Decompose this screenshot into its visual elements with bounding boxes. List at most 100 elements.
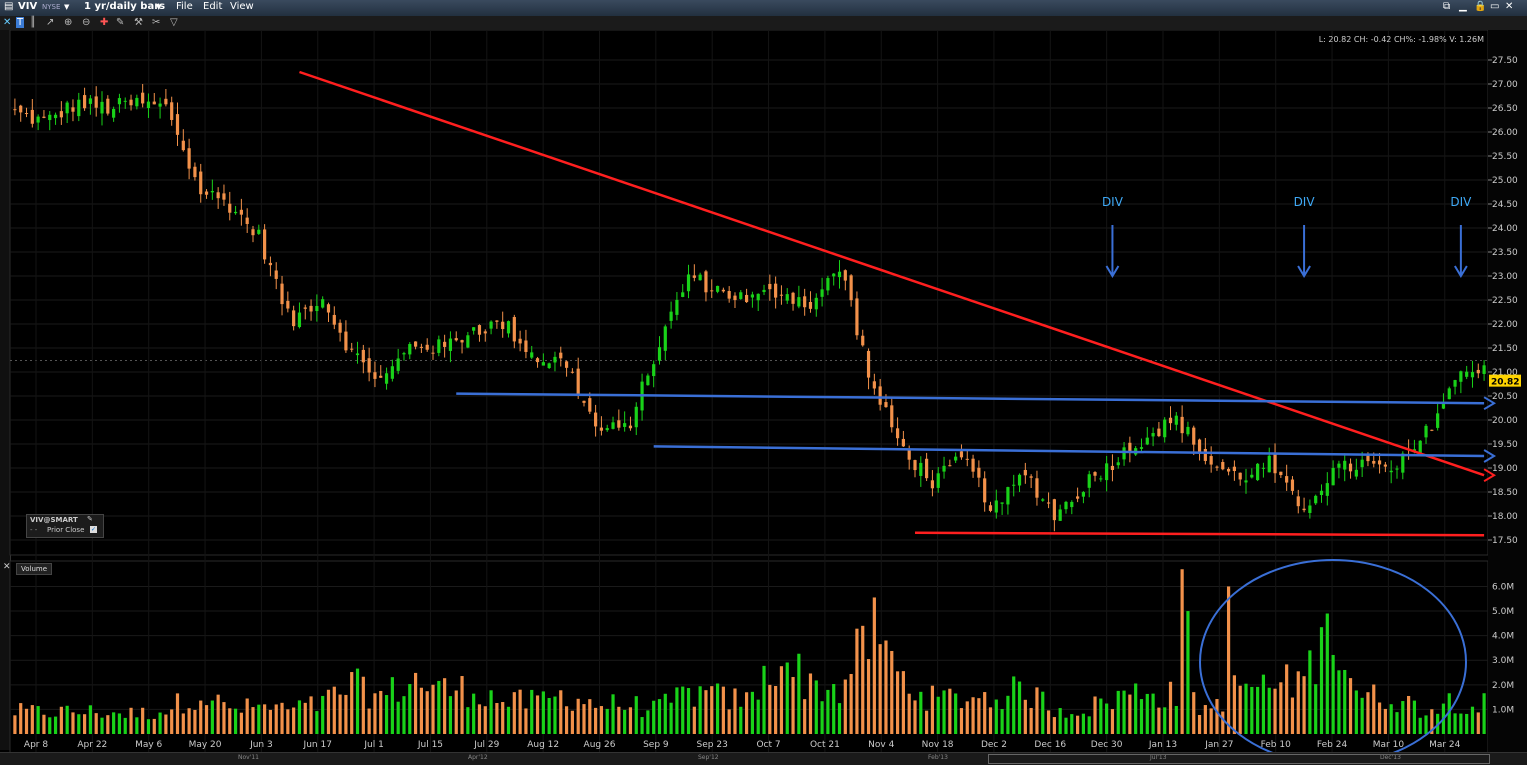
volume-bar [489,690,493,734]
volume-bar [1226,586,1231,734]
candle-body [576,368,580,396]
maximize-icon[interactable]: ▭ [1490,1,1500,12]
candle-body [959,451,964,458]
line-tool-icon[interactable]: ↗ [46,17,55,28]
volume-bar [483,706,487,734]
cursor-icon[interactable]: ✕ [3,17,12,28]
volume-bar [669,702,673,734]
candle-body [698,274,702,281]
candle-body [1052,499,1056,521]
candle-body [251,229,255,236]
candle-body [239,209,243,215]
volume-bar [1407,695,1411,734]
candle-body [907,449,911,460]
bars-icon[interactable]: ║ [30,17,37,28]
lock-icon[interactable]: 🔒 [1474,1,1487,12]
candle-body [611,422,615,429]
minimize-icon[interactable]: ▁ [1459,1,1467,12]
volume-bar [437,680,441,734]
volume-bar [890,650,894,734]
overview-scrollbar[interactable]: Nov'11 Apr'12 Sep'12 Feb'13 Jul'13 Dec'1… [0,752,1527,765]
volume-bar [222,702,226,734]
trendline-upper-support[interactable] [456,392,1485,405]
candle-body [437,339,441,353]
overview-window-handle[interactable] [988,754,1490,764]
menu-file[interactable]: File [176,1,193,12]
volume-axis-label: 1.0M [1492,705,1514,715]
candle-body [1337,463,1341,468]
zoom-in-icon[interactable]: ⊕ [64,17,73,28]
candle-body [228,203,232,213]
price-axis-label: 21.50 [1492,344,1518,354]
volume-bar [396,701,400,734]
candle-body [367,358,371,373]
candle-body [48,114,52,121]
candle-body [1035,478,1039,498]
menu-edit[interactable]: Edit [203,1,223,12]
chart-type-icon[interactable]: T [16,17,25,28]
price-axis-label: 25.00 [1492,176,1518,186]
close-panel-icon[interactable]: ✕ [3,562,11,572]
crosshair-icon[interactable]: ✚ [100,17,109,28]
volume-bar [152,718,156,734]
prior-close-checkbox[interactable]: ✓ [90,526,97,533]
symbol-dropdown-icon[interactable]: ▼ [64,3,70,11]
overview-label: Apr'12 [468,754,488,761]
volume-bar [1302,676,1306,734]
candle-body [257,229,261,234]
trendline-lower-support[interactable] [653,445,1485,458]
volume-bar [355,668,360,734]
volume-bar [1412,700,1417,734]
volume-bar [175,693,180,734]
candle-body [762,289,766,293]
volume-bar [564,706,569,734]
chart-area[interactable]: DIV DIV DIV 27.50 27.00 26.50 26.00 25.50 25.00… [0,30,1527,752]
menu-view[interactable]: View [230,1,254,12]
chart-legend[interactable]: VIV@SMART ✎ - - Prior Close ✓ [26,514,104,538]
volume-bar [187,708,191,734]
toolbar-dropdown-icon[interactable]: ▽ [170,17,178,28]
legend-settings-icon[interactable]: ✎ [87,515,93,523]
volume-bar [181,713,185,734]
symbol-label[interactable]: VIV [18,1,38,12]
overview-label: Feb'13 [928,754,948,761]
volume-bar [1465,713,1469,734]
volume-bar [1041,691,1045,734]
period-selector[interactable]: 1 yr/daily bars [84,1,166,12]
date-axis-label: Dec 2 [981,740,1007,750]
link-icon[interactable]: ⧉ [1443,1,1451,12]
price-axis-label: 18.50 [1492,488,1518,498]
volume-bar [611,694,615,734]
volume-bar [1238,685,1242,734]
trendline-bottom-support[interactable] [914,531,1485,537]
candle-body [1151,433,1155,437]
volume-bar [599,706,604,734]
close-icon[interactable]: ✕ [1505,1,1514,12]
volume-bar [553,696,557,734]
volume-bar [559,690,563,734]
period-dropdown-icon[interactable]: ▼ [156,3,162,11]
volume-bar [588,699,592,734]
wrench-icon[interactable]: ⚒ [134,17,143,28]
draw-icon[interactable]: ✎ [116,17,125,28]
zoom-out-icon[interactable]: ⊖ [82,17,91,28]
candle-body [233,211,238,214]
candle-body [30,109,34,124]
candle-body [443,341,447,347]
trendline-falling-resistance[interactable] [299,70,1485,477]
exchange-label[interactable]: NYSE [42,3,61,11]
volume-bar [141,707,145,734]
date-axis-label: Sep 9 [643,740,669,750]
candle-body [24,113,29,115]
candle-body [623,423,627,427]
volume-bar [1000,709,1004,734]
volume-panel-tab[interactable]: Volume [16,563,53,575]
candle-body [187,148,191,169]
candle-body [373,372,377,379]
candle-body [1209,456,1213,465]
volume-bar [431,684,435,734]
volume-bar [1372,684,1376,734]
tools-icon[interactable]: ✂ [152,17,161,28]
candle-body [216,192,220,199]
volume-bar [605,708,609,734]
